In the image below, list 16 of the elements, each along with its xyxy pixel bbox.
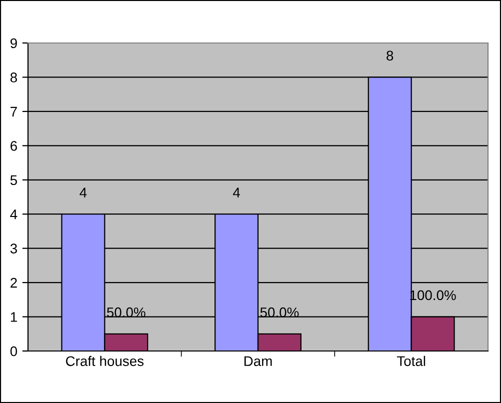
y-tick-label: 5 [10, 175, 17, 186]
x-tick-label: Craft houses [66, 356, 144, 366]
y-tick-label: 8 [10, 72, 17, 82]
y-tick-label: 4 [10, 210, 18, 220]
x-tick-label: Dam [244, 356, 272, 366]
y-tick-label: 3 [10, 244, 17, 254]
data-label: 4 [80, 188, 87, 198]
y-tick-label: 6 [10, 141, 17, 151]
x-tick-label: Total [396, 356, 426, 366]
data-label: 8 [386, 50, 394, 61]
y-tick-label: 2 [10, 278, 17, 288]
y-tick-label: 0 [10, 346, 18, 356]
y-tick-label: 7 [10, 106, 17, 116]
y-tick-label: 9 [10, 38, 17, 48]
y-tick-label: 1 [10, 312, 17, 322]
data-label: 4 [232, 188, 240, 198]
